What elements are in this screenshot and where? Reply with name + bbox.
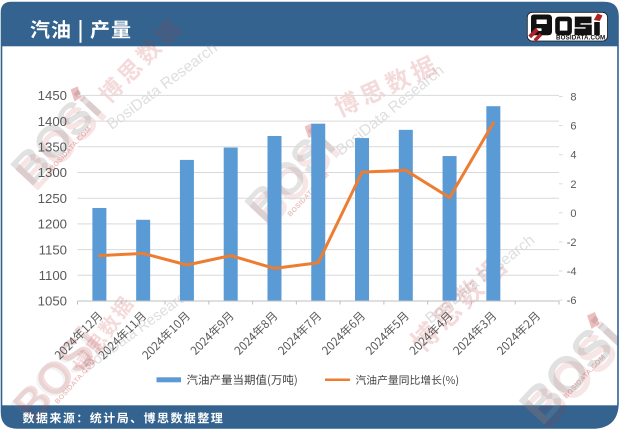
svg-text:-4: -4 (567, 266, 577, 278)
svg-text:0: 0 (570, 208, 576, 220)
svg-text:-2: -2 (567, 237, 577, 249)
svg-text:1100: 1100 (39, 268, 67, 283)
svg-text:-6: -6 (567, 295, 577, 307)
svg-text:1150: 1150 (39, 242, 67, 257)
svg-text:6: 6 (570, 121, 576, 133)
svg-text:1250: 1250 (38, 191, 67, 206)
svg-text:4: 4 (570, 150, 576, 162)
svg-text:1300: 1300 (38, 165, 67, 180)
svg-text:1400: 1400 (38, 114, 67, 129)
svg-text:1200: 1200 (38, 217, 67, 232)
svg-text:BOSIDATA.COM: BOSIDATA.COM (556, 35, 605, 42)
svg-text:1350: 1350 (38, 140, 67, 155)
svg-text:8: 8 (570, 92, 576, 104)
svg-text:1050: 1050 (38, 294, 67, 309)
svg-text:2: 2 (570, 179, 576, 191)
svg-text:1450: 1450 (38, 88, 67, 103)
